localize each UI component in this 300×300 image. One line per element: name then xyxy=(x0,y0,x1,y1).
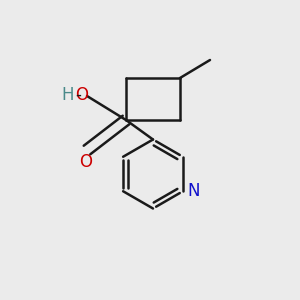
Text: -: - xyxy=(75,85,81,103)
Text: O: O xyxy=(76,85,88,103)
Text: O: O xyxy=(79,153,92,171)
Text: H: H xyxy=(61,85,74,103)
Text: N: N xyxy=(188,182,200,200)
